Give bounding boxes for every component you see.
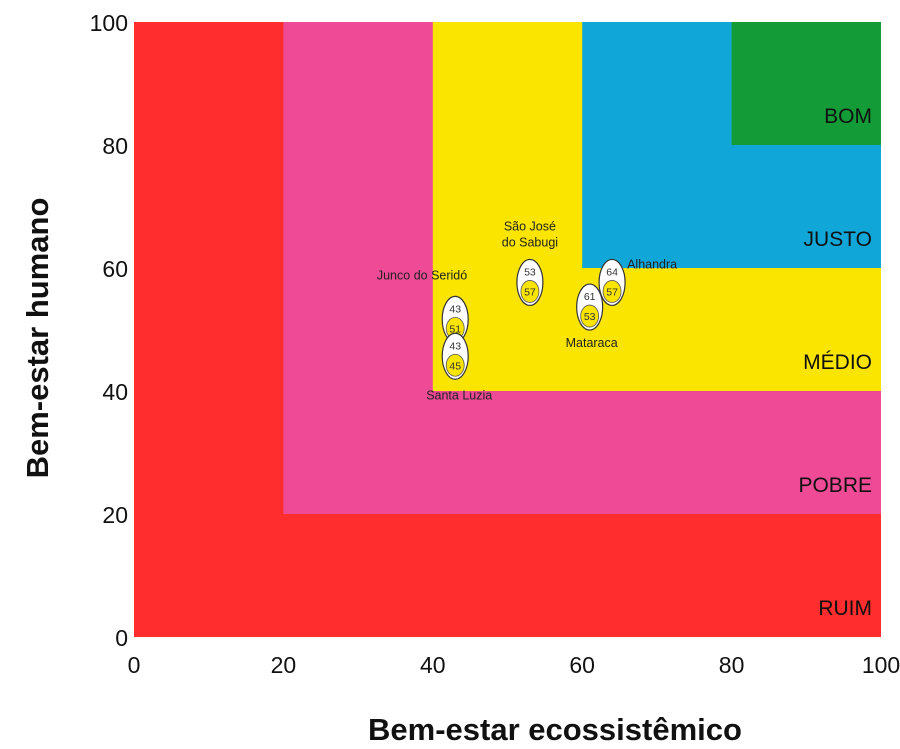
axes-layer: 0 20 40 60 80 100 0 20 40 60 80 100 xyxy=(90,10,900,678)
zone-label-medio: MÉDIO xyxy=(803,351,872,374)
y-tick-label: 60 xyxy=(102,256,128,282)
y-tick-label: 80 xyxy=(102,133,128,159)
x-tick-label: 20 xyxy=(271,652,297,678)
marker-bottom-value: 57 xyxy=(524,286,536,298)
zone-label-pobre: POBRE xyxy=(798,474,872,497)
site-label-sao-jose-do-sabugi: São José xyxy=(504,219,556,233)
marker-bottom-value: 51 xyxy=(449,323,461,335)
x-tick-label: 40 xyxy=(420,652,446,678)
marker-bottom-value: 45 xyxy=(449,360,461,372)
marker-inner-oval xyxy=(580,304,600,328)
marker-inner-oval xyxy=(602,280,622,303)
marker-inner-oval xyxy=(445,353,465,377)
marker-top-value: 53 xyxy=(524,266,536,278)
site-label-sao-jose-do-sabugi: do Sabugi xyxy=(502,235,558,249)
site-label-santa-luzia: Santa Luzia xyxy=(426,388,492,402)
x-tick-label: 80 xyxy=(719,652,745,678)
site-label-junco-do-serido: Junco do Seridó xyxy=(377,268,467,282)
site-marker-sao-jose-do-sabugi: 53 57 xyxy=(516,258,544,307)
marker-top-value: 43 xyxy=(449,303,461,315)
y-tick-label: 40 xyxy=(102,379,128,405)
x-tick-label: 0 xyxy=(128,652,141,678)
zone-bom xyxy=(731,22,881,145)
x-tick-label: 100 xyxy=(862,652,900,678)
marker-inner-oval xyxy=(520,280,540,303)
site-marker-alhandra: 64 57 xyxy=(598,258,626,307)
y-tick-label: 100 xyxy=(90,10,128,36)
x-tick-label: 60 xyxy=(569,652,595,678)
site-marker-santa-luzia: 43 45 xyxy=(441,332,469,380)
marker-top-value: 64 xyxy=(606,266,618,278)
y-tick-label: 20 xyxy=(102,502,128,528)
zone-label-bom: BOM xyxy=(824,105,872,128)
marker-bottom-value: 53 xyxy=(584,311,596,323)
marker-top-value: 61 xyxy=(584,291,596,303)
zones-layer: RUIM POBRE MÉDIO JUSTO BOM xyxy=(134,22,881,637)
marker-bottom-value: 57 xyxy=(606,286,618,298)
sites-layer: 43 51 Junco do Seridó 43 45 Santa Luzia 53 57 Sã… xyxy=(377,219,677,402)
zone-label-ruim: RUIM xyxy=(818,597,872,620)
site-label-mataraca: Mataraca xyxy=(566,336,618,350)
site-label-alhandra: Alhandra xyxy=(627,257,677,271)
y-axis-title: Bem-estar humano xyxy=(20,198,55,479)
zone-label-justo: JUSTO xyxy=(804,228,872,251)
site-marker-junco-do-serido: 43 51 xyxy=(441,295,469,343)
x-axis-title: Bem-estar ecossistêmico xyxy=(368,712,742,747)
site-marker-mataraca: 61 53 xyxy=(576,283,604,331)
marker-top-value: 43 xyxy=(449,340,461,352)
y-tick-label: 0 xyxy=(115,625,128,651)
